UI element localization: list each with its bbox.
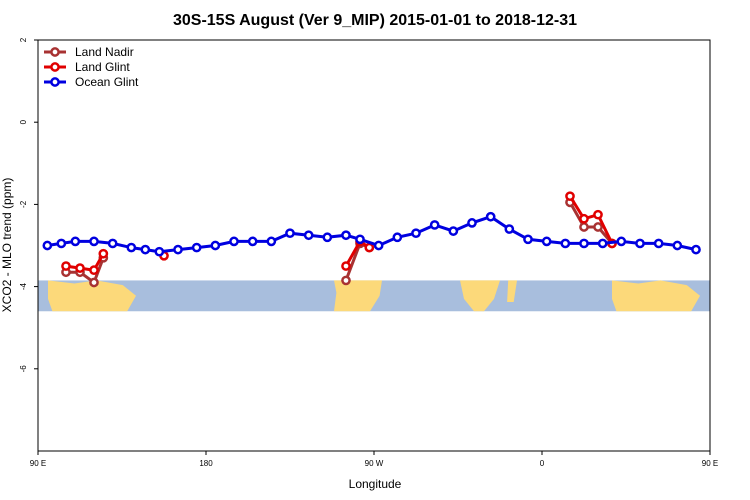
series-line (568, 201, 614, 245)
data-point (229, 236, 239, 247)
data-point (565, 191, 575, 202)
x-tick-label: 0 (540, 459, 545, 468)
data-point (467, 218, 477, 228)
x-tick-label: 90 E (30, 459, 46, 468)
data-point (154, 246, 165, 257)
madagascar-land (507, 280, 517, 302)
y-tick-label: -4 (19, 282, 28, 290)
x-axis-label: Longitude (349, 477, 402, 491)
legend-entry: Land Glint (75, 60, 130, 74)
series-land-glint (61, 191, 750, 276)
data-point (70, 236, 81, 247)
data-point (579, 222, 589, 232)
series-line (65, 252, 105, 272)
series-ocean-glint (42, 211, 701, 257)
data-point (355, 234, 365, 245)
data-point (411, 228, 421, 239)
data-point (303, 230, 314, 241)
data-point (98, 248, 109, 259)
legend-marker (50, 47, 60, 57)
data-point (373, 240, 384, 251)
data-point (734, 269, 741, 276)
y-tick-label: -2 (19, 200, 28, 208)
data-point (107, 238, 118, 249)
x-axis: 90 E 180 90 W 0 90 E (30, 451, 718, 468)
data-point (285, 228, 295, 239)
y-axis: 2 0 -2 -4 -6 (19, 37, 38, 372)
data-point (734, 262, 741, 269)
data-point (560, 238, 571, 249)
data-point (392, 232, 403, 243)
data-point (61, 261, 71, 271)
x-tick-label: 180 (199, 459, 213, 468)
data-point (579, 213, 589, 224)
data-point (504, 224, 515, 234)
data-point (247, 236, 258, 247)
chart-title: 30S-15S August (Ver 9_MIP) 2015-01-01 to… (173, 12, 577, 29)
data-point (523, 234, 533, 245)
data-point (322, 232, 333, 243)
map-band (38, 280, 710, 312)
y-tick-label: 2 (19, 37, 28, 42)
y-tick-label: -6 (19, 365, 28, 373)
data-point (541, 236, 552, 247)
series-line (738, 254, 750, 271)
data-point (616, 236, 627, 247)
y-axis-label: XCO2 - MLO trend (ppm) (0, 178, 14, 313)
data-point (56, 238, 67, 249)
legend-marker (50, 62, 60, 72)
data-point (597, 238, 608, 249)
legend-entry: Land Nadir (75, 45, 134, 59)
data-point (448, 226, 459, 236)
data-point (89, 236, 99, 247)
data-point (364, 242, 375, 253)
series-line (738, 258, 750, 283)
data-point (210, 240, 221, 251)
south-america-land (334, 280, 382, 312)
x-tick-label: 90 W (365, 459, 384, 468)
series-line (568, 195, 614, 245)
data-point (593, 209, 603, 220)
data-point (653, 238, 664, 249)
data-point (126, 242, 137, 253)
data-point (42, 240, 53, 251)
data-point (75, 263, 85, 273)
y-tick-label: 0 (19, 119, 28, 124)
data-point (341, 275, 351, 286)
series-layer (42, 191, 750, 288)
legend-marker (50, 77, 60, 87)
data-point (191, 242, 202, 253)
data-point (672, 240, 683, 251)
data-point (579, 238, 589, 249)
data-point (266, 236, 277, 247)
data-point (341, 261, 351, 271)
data-point (429, 220, 440, 230)
data-point (593, 222, 603, 232)
australia-land-2 (612, 280, 700, 312)
africa-land (460, 280, 500, 312)
data-point (140, 244, 151, 255)
data-point (173, 244, 183, 255)
data-point (691, 244, 701, 255)
legend-entry: Ocean Glint (75, 75, 139, 89)
data-point (635, 238, 645, 249)
australia-land (48, 280, 136, 312)
data-point (89, 277, 99, 288)
data-point (341, 230, 351, 241)
x-tick-label: 90 E (702, 459, 718, 468)
data-point (89, 265, 99, 276)
data-point (485, 211, 496, 222)
